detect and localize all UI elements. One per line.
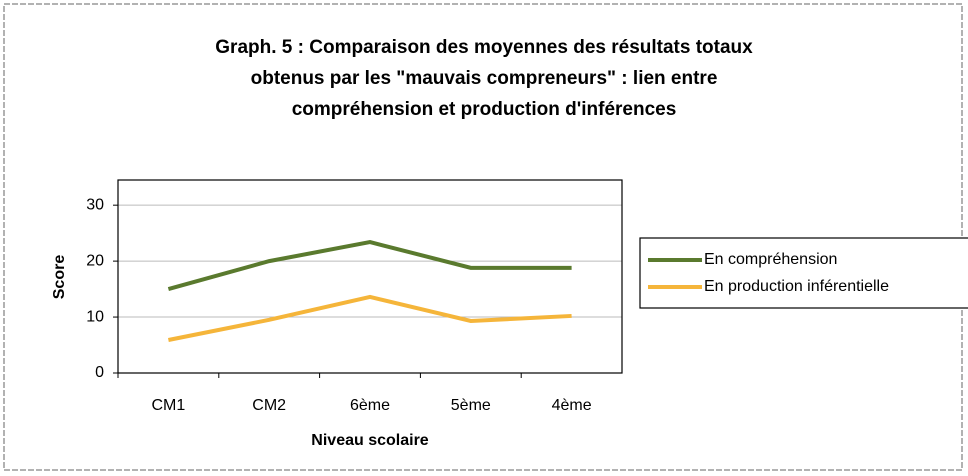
chart-title: obtenus par les "mauvais compreneurs" : … (251, 68, 718, 89)
chart-border (3, 3, 963, 471)
x-tick-label: 6ème (350, 397, 390, 414)
data-line (167, 240, 572, 292)
x-tick-label: CM1 (152, 397, 186, 414)
y-tick-label: 10 (86, 308, 104, 325)
x-axis-title: Niveau scolaire (311, 432, 429, 449)
x-tick-label: CM2 (252, 397, 286, 414)
x-tick-label: 5ème (451, 397, 491, 414)
legend-box (639, 237, 968, 309)
x-tick-label: 4ème (552, 397, 592, 414)
y-tick-label: 20 (86, 252, 104, 269)
plot-frame (117, 179, 623, 374)
chart-title: compréhension et production d'inférences (292, 99, 677, 120)
y-tick-label: 0 (95, 364, 104, 381)
y-axis-title: Score (51, 255, 68, 300)
data-line (168, 294, 572, 342)
legend-label: En compréhension (704, 251, 837, 268)
y-tick-label: 30 (86, 196, 104, 213)
chart-title: Graph. 5 : Comparaison des moyennes des … (215, 37, 753, 58)
legend-label: En production inférentielle (704, 278, 889, 295)
